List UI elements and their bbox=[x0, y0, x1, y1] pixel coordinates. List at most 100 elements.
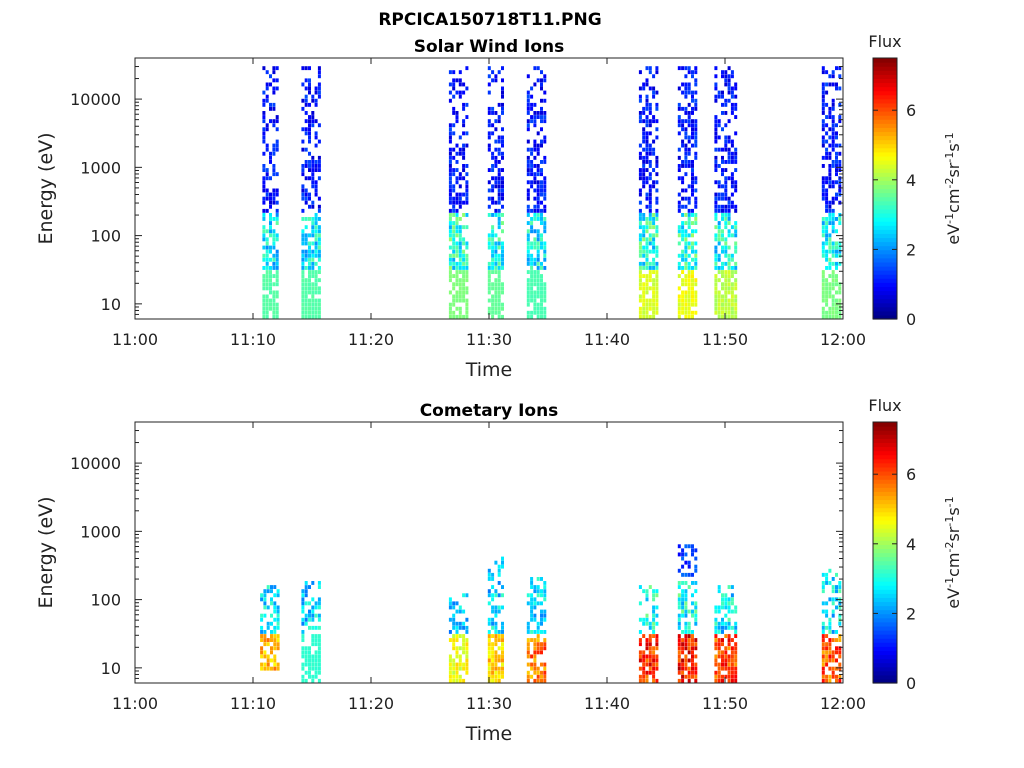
colorbar-segment bbox=[873, 548, 897, 554]
heatmap-cell bbox=[714, 208, 718, 213]
heatmap-cell bbox=[501, 266, 504, 270]
heatmap-cell bbox=[304, 225, 308, 230]
heatmap-cell bbox=[714, 147, 718, 152]
heatmap-cell bbox=[684, 593, 688, 598]
heatmap-cell bbox=[730, 70, 734, 75]
heatmap-cell bbox=[724, 78, 728, 83]
heatmap-cell bbox=[458, 605, 462, 610]
heatmap-cell bbox=[638, 233, 642, 238]
heatmap-cell bbox=[458, 662, 462, 667]
heatmap-cell bbox=[730, 266, 734, 270]
heatmap-cell bbox=[273, 593, 277, 598]
heatmap-cell bbox=[734, 241, 738, 246]
heatmap-cell bbox=[308, 625, 311, 630]
heatmap-cell bbox=[487, 306, 491, 311]
heatmap-cell bbox=[694, 119, 698, 124]
heatmap-cell bbox=[491, 249, 495, 254]
heatmap-cell bbox=[487, 241, 491, 246]
heatmap-cell bbox=[681, 270, 685, 274]
heatmap-cell bbox=[734, 261, 738, 266]
heatmap-cell bbox=[455, 176, 459, 181]
heatmap-cell bbox=[275, 306, 279, 311]
heatmap-cell bbox=[730, 111, 734, 115]
heatmap-cell bbox=[821, 86, 825, 91]
heatmap-cell bbox=[273, 630, 277, 634]
heatmap-cell bbox=[501, 302, 504, 307]
heatmap-cell bbox=[655, 278, 659, 283]
heatmap-cell bbox=[727, 654, 731, 659]
heatmap-cell bbox=[533, 662, 537, 667]
heatmap-cell bbox=[272, 298, 276, 303]
heatmap-cell bbox=[265, 208, 269, 213]
heatmap-cell bbox=[645, 314, 649, 319]
heatmap-cell bbox=[260, 666, 264, 671]
heatmap-cell bbox=[308, 609, 311, 614]
heatmap-cell bbox=[838, 666, 842, 671]
heatmap-cell bbox=[642, 229, 646, 234]
heatmap-cell bbox=[533, 245, 537, 250]
heatmap-cell bbox=[831, 674, 835, 679]
heatmap-cell bbox=[681, 597, 685, 602]
heatmap-cell bbox=[530, 577, 534, 581]
heatmap-cell bbox=[652, 115, 656, 119]
heatmap-cell bbox=[655, 127, 659, 132]
x-tick-label: 11:20 bbox=[348, 694, 394, 713]
heatmap-cell bbox=[272, 78, 276, 83]
heatmap-cell bbox=[530, 147, 534, 152]
heatmap-cell bbox=[301, 257, 305, 262]
heatmap-cell bbox=[645, 589, 649, 594]
colorbar-segment bbox=[873, 617, 897, 623]
heatmap-cell bbox=[835, 66, 838, 71]
heatmap-cell bbox=[652, 634, 656, 638]
heatmap-cell bbox=[691, 634, 694, 638]
heatmap-cell bbox=[645, 253, 649, 258]
colorbar-segment bbox=[873, 212, 897, 218]
heatmap-cell bbox=[452, 605, 456, 610]
heatmap-cell bbox=[458, 314, 462, 319]
heatmap-cell bbox=[266, 642, 270, 647]
heatmap-cell bbox=[526, 213, 530, 217]
heatmap-cell bbox=[727, 314, 731, 319]
heatmap-cell bbox=[491, 111, 495, 115]
x-tick-label: 12:00 bbox=[820, 330, 866, 349]
heatmap-cell bbox=[526, 286, 530, 291]
heatmap-cell bbox=[730, 155, 734, 160]
heatmap-cell bbox=[655, 310, 659, 315]
heatmap-cell bbox=[543, 678, 547, 683]
heatmap-cell bbox=[691, 298, 694, 303]
heatmap-cell bbox=[828, 286, 832, 291]
heatmap-cell bbox=[648, 650, 652, 655]
heatmap-cell bbox=[269, 102, 272, 107]
colorbar-tick-label: 2 bbox=[906, 604, 916, 623]
heatmap-cell bbox=[677, 168, 681, 172]
heatmap-cell bbox=[458, 82, 462, 87]
heatmap-cell bbox=[314, 192, 318, 197]
heatmap-cell bbox=[301, 617, 305, 622]
heatmap-cell bbox=[655, 119, 659, 124]
heatmap-cell bbox=[533, 617, 537, 622]
heatmap-cell bbox=[677, 208, 681, 213]
heatmap-cell bbox=[648, 184, 652, 189]
heatmap-cell bbox=[652, 674, 656, 679]
heatmap-cell bbox=[691, 233, 694, 238]
heatmap-cell bbox=[724, 74, 728, 79]
heatmap-cell bbox=[530, 225, 534, 230]
heatmap-cell bbox=[734, 294, 738, 299]
heatmap-cell bbox=[691, 180, 694, 185]
heatmap-cell bbox=[730, 270, 734, 274]
heatmap-cell bbox=[684, 630, 688, 634]
heatmap-cell bbox=[821, 286, 825, 291]
heatmap-cell bbox=[838, 66, 842, 71]
heatmap-cell bbox=[265, 82, 269, 87]
heatmap-cell bbox=[540, 119, 543, 124]
heatmap-cell bbox=[455, 200, 459, 205]
heatmap-cell bbox=[648, 160, 652, 164]
heatmap-cell bbox=[642, 654, 646, 659]
heatmap-cell bbox=[452, 155, 456, 160]
heatmap-cell bbox=[727, 662, 731, 667]
heatmap-cell bbox=[645, 66, 649, 71]
heatmap-cell bbox=[687, 102, 691, 107]
heatmap-cell bbox=[681, 650, 685, 655]
heatmap-cell bbox=[317, 597, 321, 602]
heatmap-cell bbox=[730, 274, 734, 278]
